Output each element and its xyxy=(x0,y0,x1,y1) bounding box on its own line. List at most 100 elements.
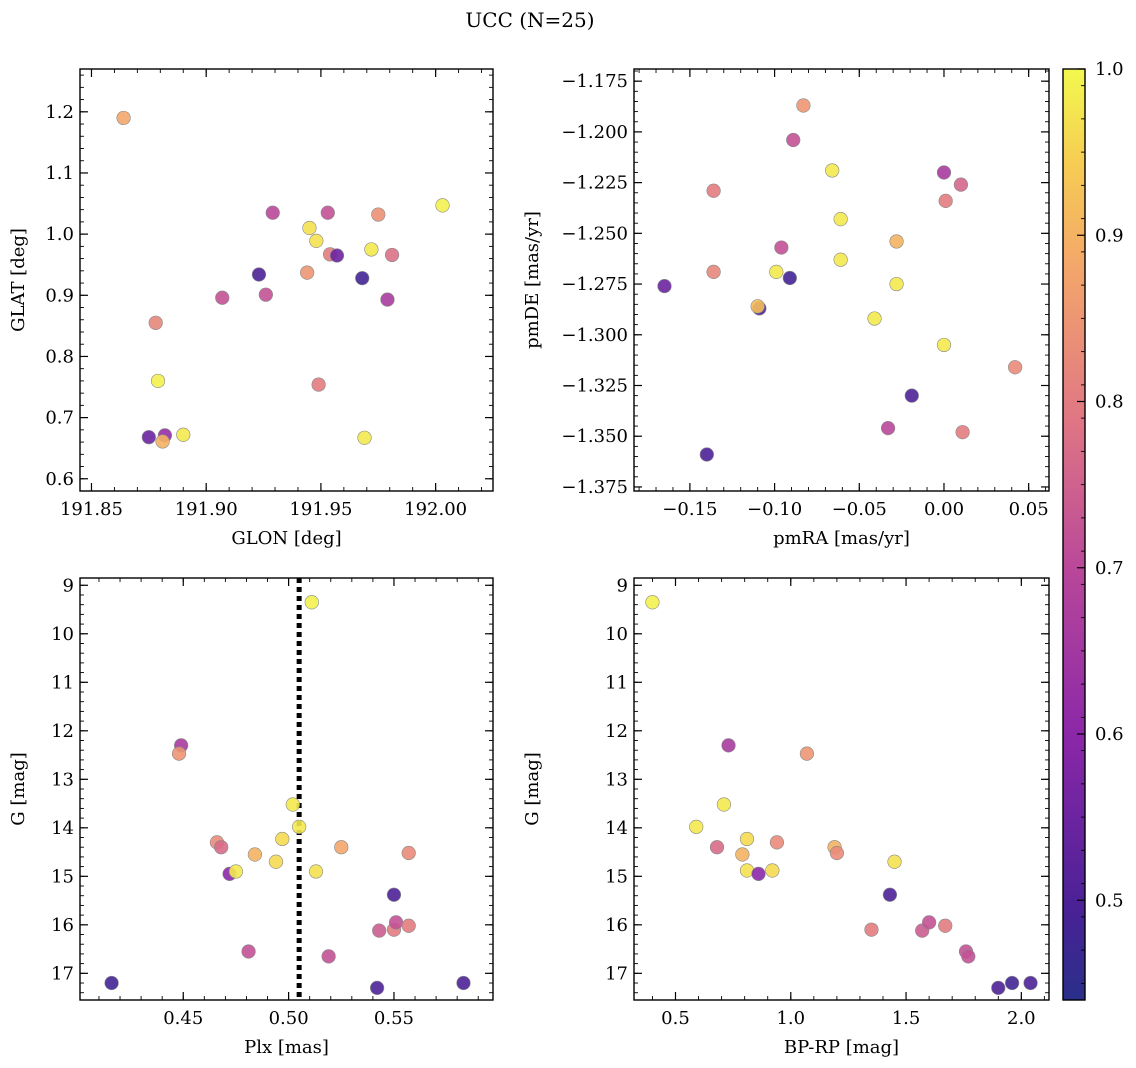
x-tick-label: 1.5 xyxy=(892,1008,921,1029)
y-tick-label: 11 xyxy=(51,672,74,693)
scatter-point xyxy=(991,980,1006,995)
x-tick-label: 0.5 xyxy=(661,1008,690,1029)
x-tick-label: 191.90 xyxy=(175,499,238,520)
y-tick-label: 13 xyxy=(605,769,628,790)
y-tick-label: −1.175 xyxy=(561,71,628,92)
colorbar: 0.5 0.6 0.7 0.8 0.9 1.0 xyxy=(1062,59,1124,1001)
scatter-point xyxy=(864,922,879,937)
scatter-point xyxy=(750,299,765,314)
y-tick-label: 10 xyxy=(51,624,74,645)
scatter-point xyxy=(936,165,952,180)
scatter-point xyxy=(241,944,256,959)
scatter-point xyxy=(364,242,379,257)
scatter-point xyxy=(275,831,290,847)
scatter-point xyxy=(774,240,789,255)
scatter-point xyxy=(388,915,404,930)
y-tick-label: 9 xyxy=(63,575,74,596)
y-tick-label: −1.375 xyxy=(561,477,628,498)
panel-bprp-g: 0.5 1.0 1.5 2.0 9 10 11 12 13 14 15 16 17 BP-RP [mag]… xyxy=(522,575,1050,1058)
x-tick-label: 191.85 xyxy=(60,499,123,520)
scatter-point xyxy=(171,746,187,761)
scatter-point xyxy=(825,163,840,178)
scatter-point xyxy=(769,835,785,850)
x-axis-label: BP-RP [mag] xyxy=(784,1037,899,1058)
axes-frame xyxy=(633,577,1050,1001)
y-tick-label: 9 xyxy=(617,575,628,596)
scatter-point xyxy=(401,918,416,933)
scatter-point xyxy=(938,918,953,933)
scatter-point xyxy=(833,252,848,267)
scatter-point xyxy=(311,377,326,392)
y-axis-label: G [mag] xyxy=(522,752,543,825)
scatter-point xyxy=(320,205,335,220)
scatter-point xyxy=(150,373,166,389)
scatter-point xyxy=(867,311,882,326)
x-tick-label: 192.00 xyxy=(404,499,467,520)
scatter-point xyxy=(657,278,672,294)
scatter-point xyxy=(1008,360,1023,375)
colorbar-frame xyxy=(1062,68,1086,1001)
scatter-point xyxy=(689,819,704,834)
scatter-point xyxy=(880,421,896,436)
scatter-point xyxy=(769,264,784,279)
y-tick-label: 17 xyxy=(605,963,628,984)
x-tick-label: 0.50 xyxy=(269,1008,309,1029)
axes-frame xyxy=(79,68,494,492)
y-tick-label: 16 xyxy=(605,915,628,936)
figure-title: UCC (N=25) xyxy=(465,8,594,32)
x-tick-label: −0.05 xyxy=(832,499,887,520)
y-tick-label: 12 xyxy=(605,721,628,742)
y-tick-label: −1.300 xyxy=(561,325,628,346)
x-axis-label: GLON [deg] xyxy=(231,528,341,549)
y-tick-label: 14 xyxy=(605,818,628,839)
scatter-point xyxy=(148,315,163,330)
y-axis-label: GLAT [deg] xyxy=(8,228,29,332)
scatter-point xyxy=(456,975,471,991)
scatter-point xyxy=(401,845,416,861)
scatter-point xyxy=(141,430,156,445)
scatter-point xyxy=(247,847,262,862)
y-tick-label: 1.0 xyxy=(45,224,74,245)
scatter-point xyxy=(889,234,904,249)
scatter-point xyxy=(372,923,387,938)
scatter-point xyxy=(887,854,902,869)
axes-frame xyxy=(633,68,1050,492)
scatter-point xyxy=(329,248,345,263)
scatter-point xyxy=(889,276,904,292)
scatter-point xyxy=(355,271,370,286)
colorbar-tick-label: 1.0 xyxy=(1095,59,1124,80)
scatter-point xyxy=(796,98,811,113)
y-tick-label: 16 xyxy=(51,915,74,936)
y-tick-label: −1.225 xyxy=(561,173,628,194)
scatter-point xyxy=(706,264,721,279)
scatter-point xyxy=(228,864,244,879)
scatter-point xyxy=(716,797,732,812)
scatter-point xyxy=(1005,975,1020,991)
scatter-point xyxy=(706,183,721,198)
y-tick-label: 0.8 xyxy=(45,346,74,367)
y-tick-label: 1.1 xyxy=(45,163,74,184)
x-tick-label: 0.55 xyxy=(374,1008,414,1029)
scatter-point xyxy=(829,845,844,861)
y-tick-label: 0.9 xyxy=(45,285,74,306)
axes-frame xyxy=(79,577,494,1001)
scatter-point xyxy=(380,292,395,307)
scatter-point xyxy=(386,887,402,902)
panel-glon-glat: 191.85 191.90 191.95 192.00 0.6 0.7 0.8 0.9 1.0 1… xyxy=(8,68,494,549)
scatter-point xyxy=(302,220,317,236)
scatter-point xyxy=(435,198,450,213)
y-tick-label: −1.325 xyxy=(561,376,628,397)
scatter-point xyxy=(308,864,324,879)
scatter-point xyxy=(321,949,336,964)
y-axis-label: G [mag] xyxy=(8,752,29,825)
colorbar-gradient xyxy=(1063,69,1085,1000)
x-tick-label: 191.95 xyxy=(289,499,352,520)
scatter-point xyxy=(904,388,919,403)
scatter-point xyxy=(309,233,324,248)
y-tick-label: 1.2 xyxy=(45,102,74,123)
scatter-point xyxy=(765,863,780,878)
x-tick-label: 0.05 xyxy=(1009,499,1049,520)
scatter-point xyxy=(258,287,273,302)
y-tick-label: −1.350 xyxy=(561,426,628,447)
colorbar-tick-label: 0.9 xyxy=(1095,225,1124,246)
